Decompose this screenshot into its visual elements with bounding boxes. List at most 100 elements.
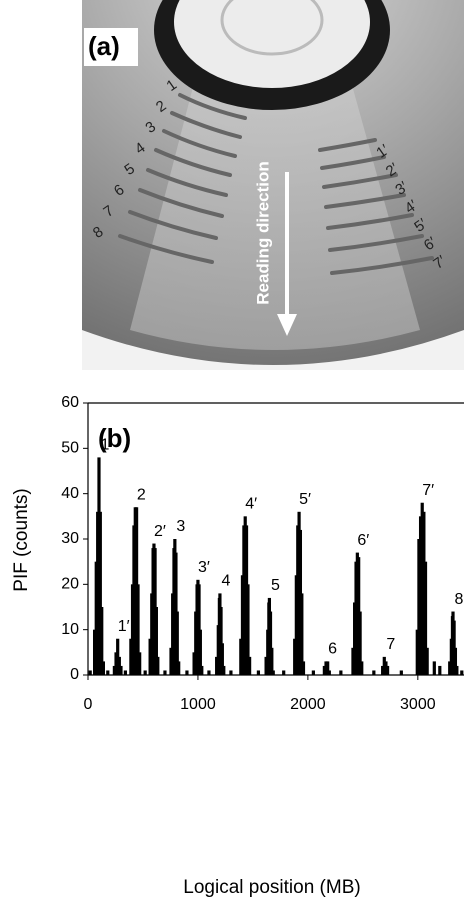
x-tick-label: 2000 xyxy=(290,696,326,713)
bar xyxy=(327,670,331,675)
bar xyxy=(239,638,243,675)
peak-label: 5 xyxy=(271,577,280,594)
chart: PIF (counts) Logical position (MB) (b) 0… xyxy=(11,394,464,898)
disc-edge xyxy=(82,330,464,370)
bar xyxy=(256,670,261,675)
bar xyxy=(372,670,376,675)
peak-label: 7 xyxy=(386,636,395,653)
bar xyxy=(177,661,181,675)
bar xyxy=(92,629,97,675)
bar xyxy=(324,661,328,675)
bar xyxy=(156,656,160,675)
label-box xyxy=(84,28,138,66)
bar xyxy=(100,607,104,675)
bar xyxy=(198,629,202,675)
y-tick-label: 40 xyxy=(61,485,79,502)
bar xyxy=(301,661,306,675)
bar xyxy=(116,638,120,675)
bar xyxy=(270,647,274,675)
bar xyxy=(422,511,426,675)
bar xyxy=(136,584,140,675)
bar xyxy=(293,638,297,675)
peak-label: 2′ xyxy=(154,523,166,540)
bar xyxy=(248,656,252,675)
bar xyxy=(246,584,250,675)
bar xyxy=(143,670,147,675)
bar xyxy=(229,670,233,675)
bar xyxy=(384,661,388,675)
bar xyxy=(101,661,105,675)
bar xyxy=(106,670,110,675)
y-tick-label: 50 xyxy=(61,440,79,457)
x-axis-title: Logical position (MB) xyxy=(183,877,360,898)
x-tick-label: 0 xyxy=(84,696,93,713)
bar xyxy=(215,656,219,675)
hub-inner xyxy=(220,0,324,56)
bar xyxy=(123,670,127,675)
bar xyxy=(88,670,92,675)
bar xyxy=(418,516,423,675)
bar xyxy=(460,670,464,675)
bar xyxy=(138,652,142,675)
left-stripes xyxy=(118,93,247,264)
bar xyxy=(192,652,196,675)
peak-label: 2 xyxy=(137,486,146,503)
bar xyxy=(175,611,179,675)
bar xyxy=(154,607,158,675)
y-tick-label: 10 xyxy=(61,621,79,638)
bar xyxy=(282,670,286,675)
bar xyxy=(415,629,419,675)
bar xyxy=(112,665,116,675)
bar xyxy=(219,607,223,675)
bar xyxy=(326,661,330,675)
bar xyxy=(381,665,385,675)
panel-label: (a) xyxy=(88,31,120,61)
bar xyxy=(358,611,362,675)
x-tick-label: 1000 xyxy=(180,696,216,713)
arrow-head xyxy=(277,314,297,336)
bar xyxy=(268,611,273,675)
bar xyxy=(117,656,121,675)
bar xyxy=(420,502,424,675)
bar xyxy=(300,593,304,675)
bar xyxy=(148,638,152,675)
bar xyxy=(423,561,428,675)
bar xyxy=(425,647,429,675)
bar xyxy=(351,647,355,675)
bar xyxy=(385,665,390,675)
bar xyxy=(322,665,326,675)
panel-label: (b) xyxy=(98,423,131,453)
x-tick-label: 3000 xyxy=(400,696,436,713)
right-stripes xyxy=(318,138,434,275)
peak-label: 5′ xyxy=(299,491,311,508)
y-tick-label: 30 xyxy=(61,530,79,547)
arrow-text: Reading direction xyxy=(253,161,272,305)
peak-label: 4 xyxy=(221,573,230,590)
bar xyxy=(382,656,386,675)
bar xyxy=(360,661,364,675)
bar xyxy=(129,638,133,675)
peak-label: 3′ xyxy=(198,559,210,576)
peak-label: 1′ xyxy=(118,618,130,635)
bar xyxy=(119,665,123,675)
bar xyxy=(163,670,167,675)
peak-label: 8 xyxy=(455,591,464,608)
bar xyxy=(98,511,102,675)
y-tick-label: 0 xyxy=(70,666,79,683)
peak-label: 1 xyxy=(101,437,110,454)
bar xyxy=(417,539,421,675)
bar xyxy=(264,656,268,675)
bar xyxy=(311,670,315,675)
bar xyxy=(200,665,204,675)
bar xyxy=(399,670,403,675)
bar xyxy=(222,665,226,675)
bar xyxy=(432,661,436,675)
peak-label: 7′ xyxy=(422,482,434,499)
bar xyxy=(169,647,173,675)
peak-label: 3 xyxy=(176,518,185,535)
bar xyxy=(207,670,211,675)
bar xyxy=(455,665,459,675)
bar xyxy=(220,643,224,675)
